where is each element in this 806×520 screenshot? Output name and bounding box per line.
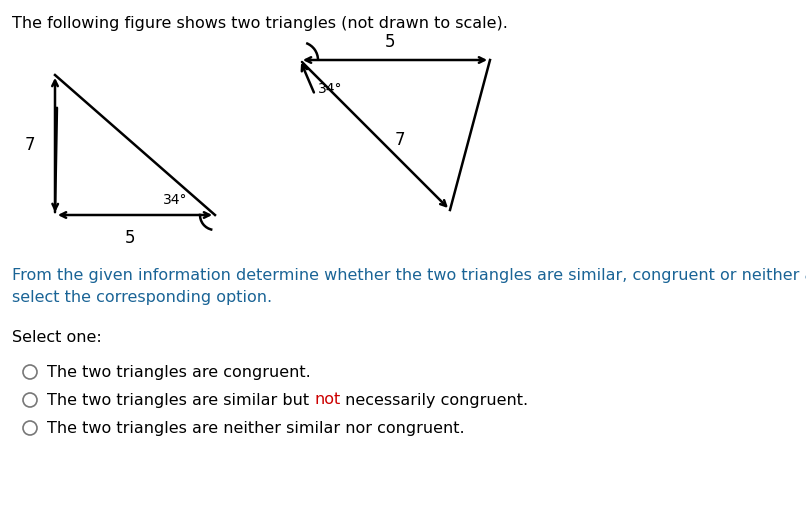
Text: 7: 7: [25, 136, 35, 154]
Text: From the given information determine whether the two triangles are similar, cong: From the given information determine whe…: [12, 268, 806, 283]
Text: 5: 5: [384, 33, 395, 51]
Text: necessarily congruent.: necessarily congruent.: [340, 393, 529, 408]
Text: The two triangles are similar but: The two triangles are similar but: [47, 393, 314, 408]
Text: 34°: 34°: [318, 82, 343, 96]
Text: not: not: [314, 393, 340, 408]
Text: The two triangles are neither similar nor congruent.: The two triangles are neither similar no…: [47, 421, 464, 436]
Text: 7: 7: [395, 131, 405, 149]
Text: 5: 5: [125, 229, 135, 247]
Text: Select one:: Select one:: [12, 330, 102, 345]
Text: select the corresponding option.: select the corresponding option.: [12, 290, 272, 305]
Text: The two triangles are congruent.: The two triangles are congruent.: [47, 365, 311, 380]
Text: The following figure shows two triangles (not drawn to scale).: The following figure shows two triangles…: [12, 16, 508, 31]
Text: 34°: 34°: [163, 193, 188, 207]
